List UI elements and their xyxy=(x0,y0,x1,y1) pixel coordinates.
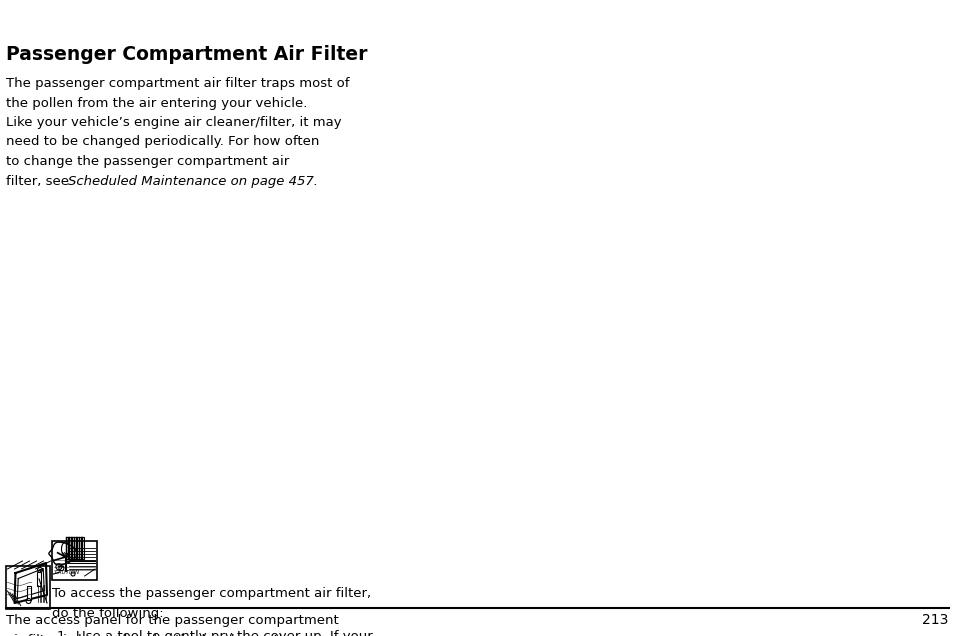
Text: air filter is located under the hood near the: air filter is located under the hood nea… xyxy=(6,633,294,636)
Text: The passenger compartment air filter traps most of: The passenger compartment air filter tra… xyxy=(6,77,349,90)
Text: CAUTION: CAUTION xyxy=(54,570,79,576)
Bar xyxy=(66,537,84,559)
Text: do the following:: do the following: xyxy=(51,607,163,619)
Text: Use a tool to gently pry the cover up. If your: Use a tool to gently pry the cover up. I… xyxy=(76,630,373,636)
Text: 213: 213 xyxy=(922,613,947,627)
Text: need to be changed periodically. For how often: need to be changed periodically. For how… xyxy=(6,135,318,148)
Text: Scheduled Maintenance on page 457.: Scheduled Maintenance on page 457. xyxy=(68,174,317,188)
Bar xyxy=(6,566,50,609)
Bar xyxy=(27,586,31,600)
Text: Passenger Compartment Air Filter: Passenger Compartment Air Filter xyxy=(6,45,367,64)
Text: the pollen from the air entering your vehicle.: the pollen from the air entering your ve… xyxy=(6,97,307,109)
Bar xyxy=(36,572,41,586)
Text: To access the passenger compartment air filter,: To access the passenger compartment air … xyxy=(51,587,370,600)
Text: to change the passenger compartment air: to change the passenger compartment air xyxy=(6,155,289,168)
Text: The access panel for the passenger compartment: The access panel for the passenger compa… xyxy=(6,614,338,627)
Text: Like your vehicle’s engine air cleaner/filter, it may: Like your vehicle’s engine air cleaner/f… xyxy=(6,116,341,129)
Bar xyxy=(51,541,97,580)
Text: filter, see: filter, see xyxy=(6,174,72,188)
Text: 1.: 1. xyxy=(56,630,69,636)
